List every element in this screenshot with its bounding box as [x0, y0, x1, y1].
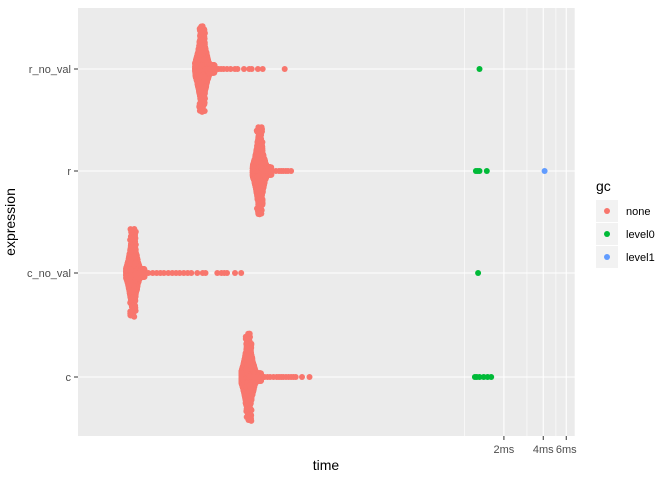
point-r_no_val-none-outlier — [249, 66, 255, 72]
point-r-none — [254, 159, 260, 165]
point-r_no_val-none — [197, 67, 203, 73]
point-r_no_val-none-outlier — [260, 66, 266, 72]
point-r_no_val-none-outlier — [235, 66, 241, 72]
point-r_no_val-none — [199, 37, 205, 43]
point-r-none — [258, 211, 264, 217]
point-r_no_val-none — [196, 49, 202, 55]
point-r_no_val-none — [202, 45, 208, 51]
point-r_no_val-none — [197, 74, 203, 80]
point-r-none-outlier — [288, 168, 294, 174]
point-r_no_val-none — [202, 100, 208, 106]
point-r_no_val-none-outlier — [241, 66, 247, 72]
point-r_no_val-none — [197, 108, 203, 114]
point-r_no_val-none-outlier — [282, 66, 288, 72]
point-r-none — [255, 173, 261, 179]
point-r_no_val-none — [201, 57, 207, 63]
point-r-none — [258, 192, 264, 198]
point-r_no_val-none — [198, 80, 204, 86]
point-r-none — [256, 203, 262, 209]
point-r-none — [258, 129, 264, 135]
point-r-none — [257, 144, 263, 150]
point-r-none — [255, 151, 261, 157]
point-r_no_val-none — [200, 28, 206, 34]
plot-panel — [78, 8, 575, 436]
point-r-none — [258, 182, 264, 188]
